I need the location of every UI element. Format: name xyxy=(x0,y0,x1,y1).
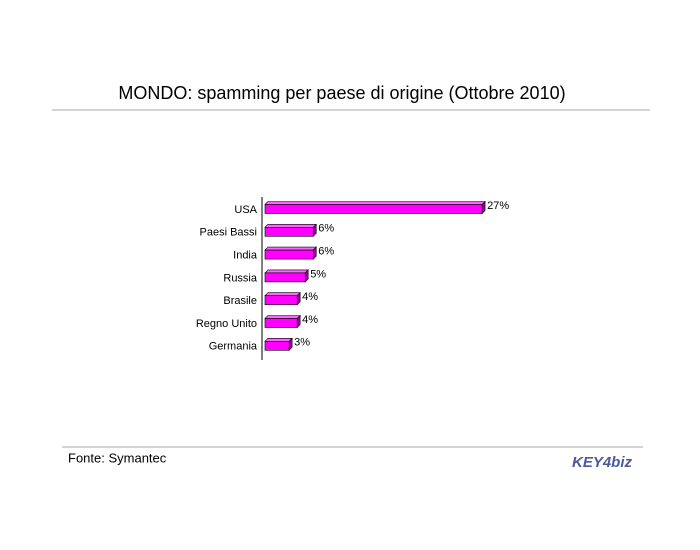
category-label: USA xyxy=(234,204,257,216)
bar xyxy=(264,340,290,351)
value-label: 6% xyxy=(318,246,334,258)
value-label: 3% xyxy=(294,337,310,349)
bar-top xyxy=(264,292,301,297)
bar-top xyxy=(264,337,293,342)
logo: KEY4biz xyxy=(572,454,633,471)
bar-top xyxy=(264,269,309,274)
bar xyxy=(264,272,306,283)
category-label: Brasile xyxy=(223,295,257,307)
bar xyxy=(264,227,314,237)
category-label: Russia xyxy=(223,272,258,284)
bar-top xyxy=(264,315,301,319)
category-label: India xyxy=(233,250,258,262)
category-label: Regno Unito xyxy=(196,318,257,330)
value-label: 27% xyxy=(487,200,509,212)
value-label: 5% xyxy=(310,268,326,280)
value-label: 4% xyxy=(302,291,318,303)
value-label: 6% xyxy=(318,223,334,235)
value-label: 4% xyxy=(302,314,318,326)
bar-top xyxy=(264,246,317,251)
bar xyxy=(264,295,298,306)
category-label: Germania xyxy=(209,341,258,353)
bar xyxy=(264,318,298,328)
category-label: Paesi Bassi xyxy=(200,227,257,239)
bar xyxy=(264,249,314,260)
bar-top xyxy=(264,201,486,205)
bar xyxy=(264,204,483,214)
chart-title: MONDO: spamming per paese di origine (Ot… xyxy=(118,83,565,103)
bar-top xyxy=(264,224,317,228)
source-note: Fonte: Symantec xyxy=(68,450,167,465)
